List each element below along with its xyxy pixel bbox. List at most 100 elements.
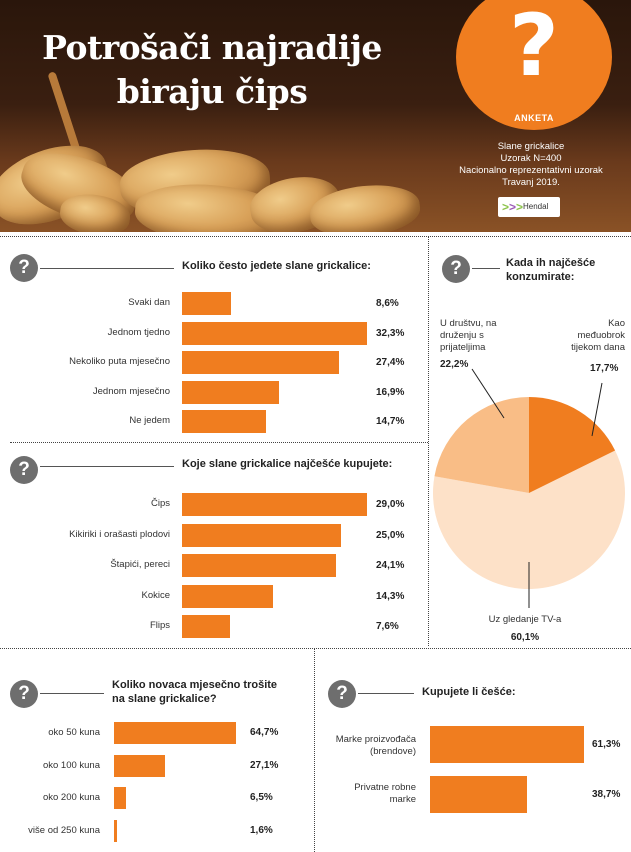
section-title-line: na slane grickalice? [112,693,217,705]
page-title-line1: Potrošači najradije [42,28,382,67]
header-rule [40,693,104,694]
survey-info-line: Slane grickalice [497,141,565,152]
divider [0,648,631,649]
header-rule [472,268,500,269]
bar-value: 6,5% [250,792,273,803]
bar-label: Kokice [141,589,170,601]
bar-value: 1,6% [250,824,273,836]
pie-leader-line [471,368,505,419]
bar-label: oko 100 kuna [42,759,100,771]
pie-label-line: tijekom dana [571,342,625,353]
question-mark-icon: ? [10,456,38,484]
bar-label: Jednom mjesečno [92,385,170,397]
bar-value: 27,4% [376,357,405,368]
section-title-brand: Kupujete li češće: [422,686,516,698]
pie-label-line: međuobrok [577,330,625,341]
bar-value: 24,1% [376,560,405,571]
pie-label-snack: Kao međuobrok tijekom dana [555,318,625,354]
bar-label-line: Privatne robne [354,782,416,793]
bar-value: 8,6% [376,298,399,309]
hendal-logo: >>> Hendal [498,197,560,217]
section-title-occasion: Kada ih najčešće konzumirate: [506,256,628,284]
section-title-line: Kada ih najčešće [506,257,596,269]
hendal-logo-text: Hendal [523,202,549,211]
bar-label-line: marke [389,794,416,805]
page-title-line2: biraju čips [116,72,308,111]
bar [430,726,584,763]
bar [182,380,279,404]
survey-info-line: Nacionalno reprezentativni uzorak [459,165,603,176]
bar-label: Kikiriki i orašasti plodovi [69,528,170,540]
question-mark-icon: ? [10,254,38,282]
bar-value: 64,7% [250,727,279,738]
bar-value: 16,9% [376,386,405,398]
section-title-snack-type: Koje slane grickalice najčešće kupujete: [182,458,393,470]
bar-value: 27,1% [250,759,279,771]
bar [182,321,367,345]
divider [10,442,428,443]
bar-value: 29,0% [376,499,405,510]
anketa-label: ANKETA [514,113,554,123]
pie-slice-snack [529,397,616,493]
pie-value-snack: 17,7% [590,363,619,374]
pie-slice-social [434,397,529,493]
bar-label-line: (brendove) [370,746,416,757]
bar-value: 25,0% [376,529,405,541]
survey-info-line: Uzorak N=400 [500,153,562,164]
pie-label-line: U društvu, na [440,318,497,329]
header-rule [40,466,174,467]
pie-label-line: Kao [608,318,625,329]
pie-slice-tv [433,450,625,589]
header-rule [358,693,414,694]
pie-label-line: prijateljima [440,342,486,353]
bar [182,523,341,547]
bar-label: Jednom tjedno [107,326,170,338]
bar-value: 32,3% [376,327,405,339]
bar-label: Svaki dan [128,297,170,308]
bar-value: 61,3% [592,739,621,750]
bar-label: Ne jedem [129,415,170,426]
survey-info-line: Travanj 2019. [502,177,560,188]
divider [428,236,429,646]
divider [314,648,315,852]
hendal-logo-icon: >>> [502,200,524,214]
bar-label: oko 200 kuna [42,792,100,803]
bar-label: Nekoliko puta mjesečno [69,356,170,367]
bar [182,615,230,638]
bar [114,754,165,777]
pie-label-social: U društvu, na druženju s prijateljima [440,318,520,354]
bar-value: 38,7% [592,789,621,800]
bar-label: Flips [149,620,170,631]
bar [114,787,126,809]
pie-value-social: 22,2% [440,359,469,370]
question-mark-icon: ? [328,680,356,708]
pie-value-tv: 60,1% [510,632,540,643]
bar [114,819,117,842]
pie-label-line: Uz gledanje TV-a [488,614,562,625]
header-rule [40,268,174,269]
pie-label-tv: Uz gledanje TV-a [470,614,580,626]
bar-value: 7,6% [376,621,399,632]
bar-label: više od 250 kuna [28,824,100,836]
bar-value: 14,3% [376,590,405,602]
survey-info: Slane grickalice Uzorak N=400 Nacionalno… [432,141,630,189]
bar-label-line: Marke proizvođača [335,734,416,745]
bar-label: Privatne robne marke [316,782,416,806]
bar [182,351,339,374]
bar-label: Čips [150,498,170,509]
anketa-badge [456,0,612,130]
bar [114,722,236,744]
question-mark-icon: ? [509,0,559,96]
section-title-line: konzumirate: [506,271,575,283]
bar [182,554,336,577]
divider [0,236,631,237]
bar [182,584,273,608]
chart-occasion-pie [433,368,625,608]
bar [182,410,266,433]
section-title-spending: Koliko novaca mjesečno trošite na slane … [112,678,312,706]
bar-label: Štapići, pereci [110,559,170,570]
bar [182,292,231,315]
pie-leader-line [591,382,603,437]
bar-value: 14,7% [376,416,405,427]
bar [430,776,527,813]
